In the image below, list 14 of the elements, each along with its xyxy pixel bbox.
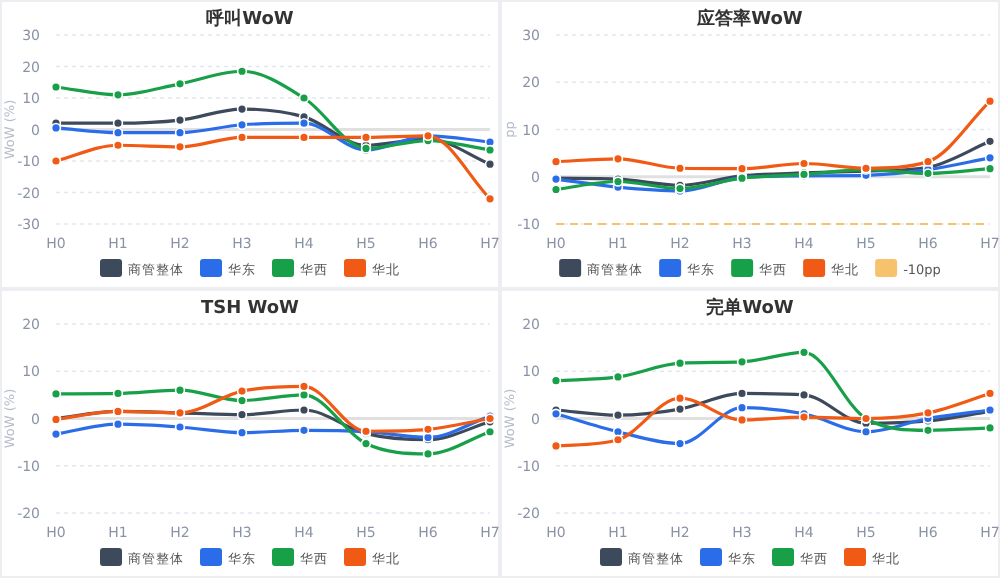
- point: [360, 132, 372, 143]
- chart-title: 完单WoW: [706, 297, 794, 319]
- point: [360, 438, 372, 449]
- chart-title: 应答率WoW: [695, 8, 803, 30]
- chart-title: 呼叫WoW: [206, 8, 294, 30]
- point: [174, 127, 186, 138]
- point: [298, 381, 310, 392]
- point: [422, 424, 434, 435]
- point: [298, 118, 310, 129]
- chart-title: TSH WoW: [200, 299, 300, 319]
- point: [922, 407, 934, 419]
- point: [112, 127, 124, 138]
- point: [612, 434, 624, 445]
- point: [860, 426, 872, 437]
